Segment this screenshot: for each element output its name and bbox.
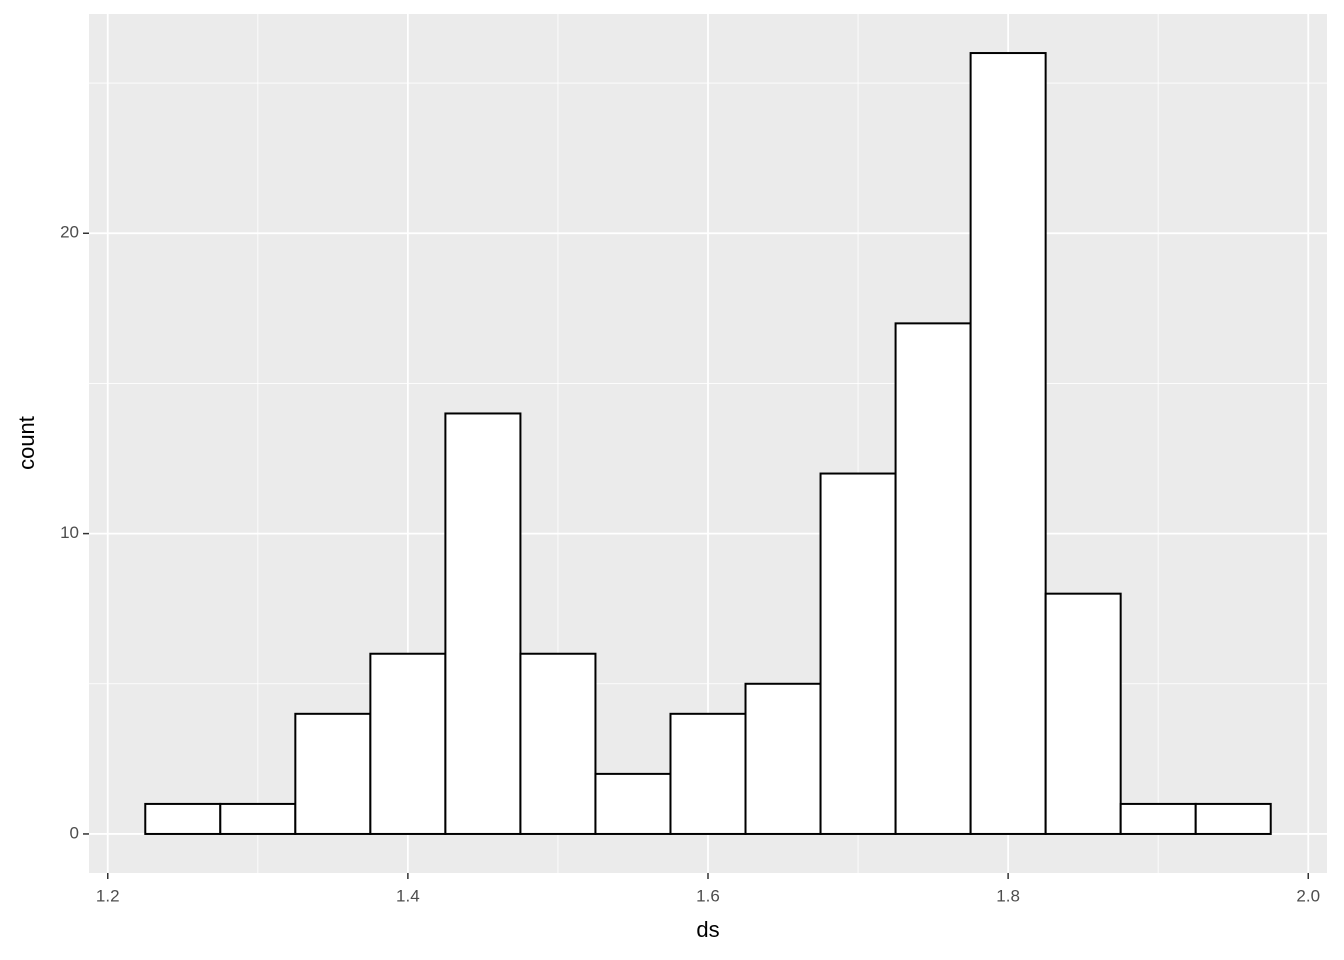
x-tick-label: 1.4 bbox=[396, 886, 420, 905]
x-tick-label: 1.6 bbox=[696, 886, 720, 905]
bar bbox=[744, 682, 822, 835]
y-tick-label: 20 bbox=[60, 223, 79, 242]
bar bbox=[1194, 802, 1272, 835]
bar bbox=[294, 712, 372, 835]
bar bbox=[1119, 802, 1197, 835]
bar bbox=[444, 412, 522, 835]
bar bbox=[519, 652, 597, 835]
x-axis-title: ds bbox=[696, 917, 719, 942]
bar bbox=[894, 322, 972, 835]
bar bbox=[1044, 592, 1122, 835]
y-axis-title: count bbox=[14, 416, 39, 470]
y-tick-label: 0 bbox=[70, 823, 79, 842]
bar bbox=[369, 652, 447, 835]
bar bbox=[219, 802, 297, 835]
x-tick-label: 2.0 bbox=[1296, 886, 1320, 905]
y-tick-label: 10 bbox=[60, 523, 79, 542]
bar bbox=[144, 802, 222, 835]
x-tick-label: 1.2 bbox=[96, 886, 120, 905]
bar bbox=[969, 52, 1047, 835]
bar bbox=[594, 772, 672, 835]
bar bbox=[819, 472, 897, 835]
x-tick-label: 1.8 bbox=[996, 886, 1020, 905]
bar bbox=[669, 712, 747, 835]
